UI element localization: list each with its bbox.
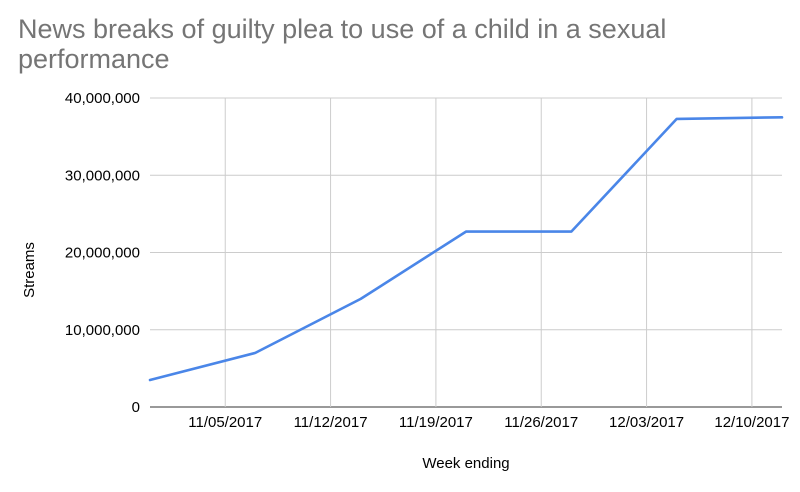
- series-layer: [148, 116, 784, 382]
- series-line: [148, 116, 784, 382]
- y-tick-label: 40,000,000: [65, 90, 140, 107]
- x-tick-label: 11/19/2017: [399, 414, 473, 431]
- y-tick-label: 30,000,000: [65, 167, 140, 184]
- y-axis-ticks: 0 10,000,000 20,000,000 30,000,000 40,000,00…: [65, 90, 140, 416]
- chart-title: News breaks of guilty plea to use of a c…: [18, 14, 667, 74]
- x-tick-label: 11/26/2017: [504, 414, 578, 431]
- x-tick-label: 11/12/2017: [294, 414, 368, 431]
- x-tick-label: 12/03/2017: [609, 414, 684, 431]
- x-tick-label: 11/05/2017: [188, 414, 262, 431]
- y-axis-label: Streams: [21, 242, 38, 298]
- y-tick-label: 20,000,000: [65, 245, 140, 262]
- y-tick-label: 10,000,000: [65, 322, 140, 339]
- x-axis-label: Week ending: [422, 455, 509, 472]
- grid-lines: [150, 97, 782, 408]
- x-tick-label: 12/10/2017: [714, 414, 789, 431]
- y-tick-label: 0: [132, 399, 140, 416]
- x-axis-ticks: 11/05/2017 11/12/2017 11/19/2017 11/26/2017…: [188, 414, 789, 431]
